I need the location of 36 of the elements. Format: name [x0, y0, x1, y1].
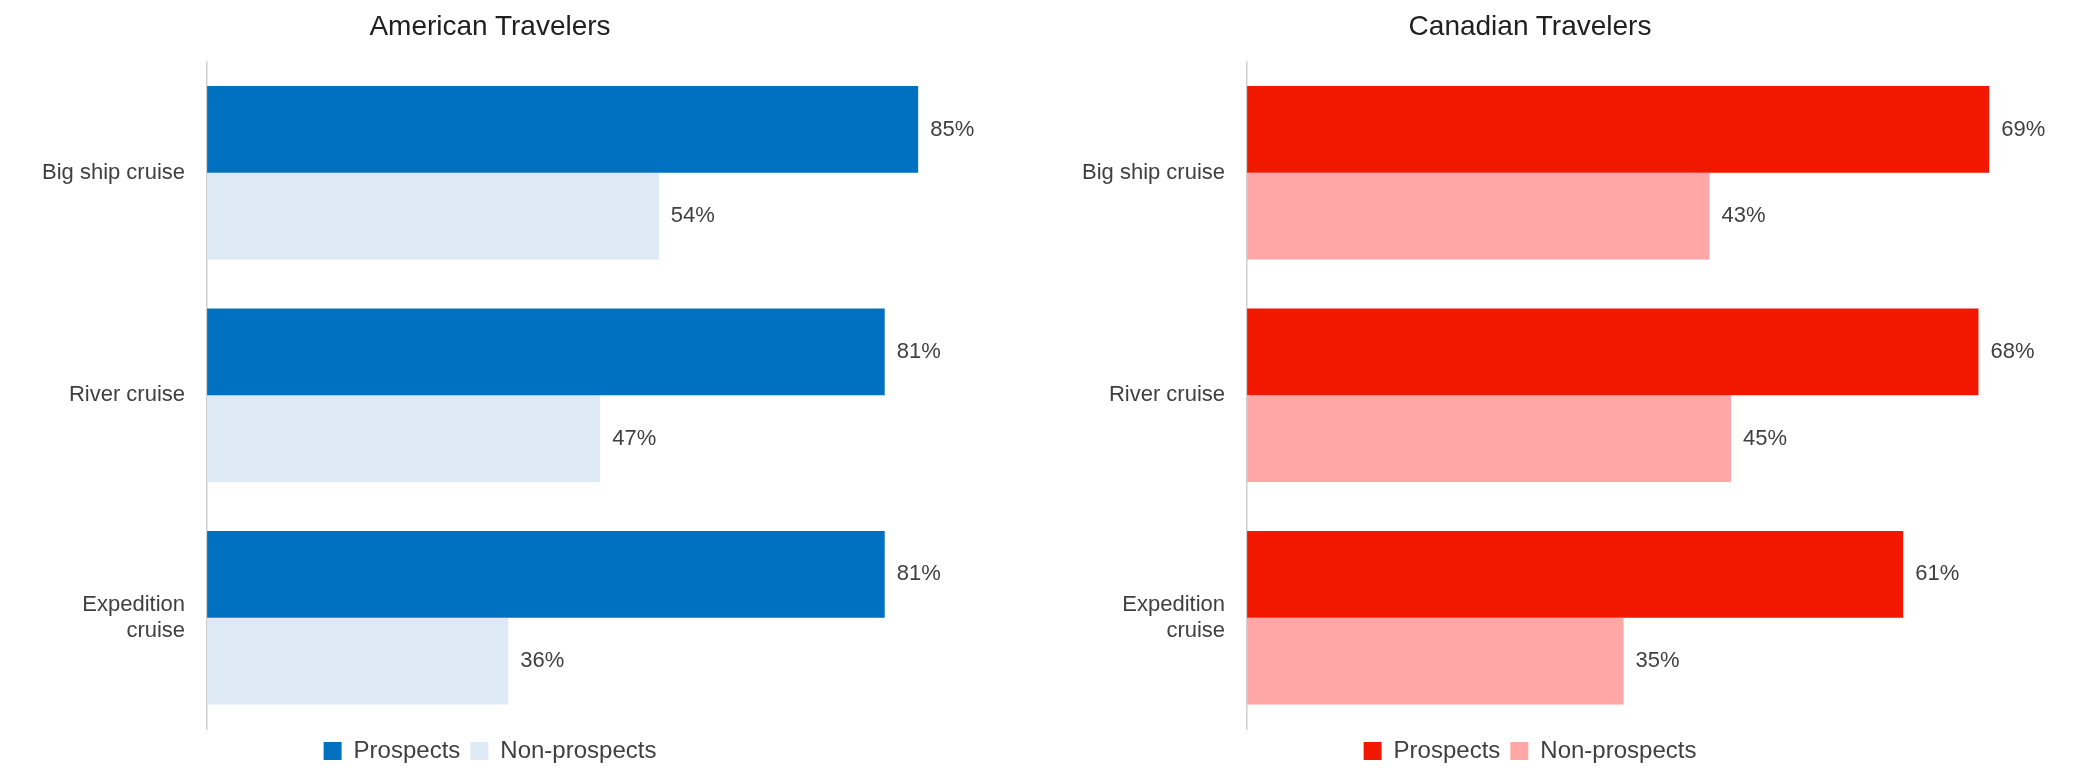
data-label: 35% [1635, 647, 1680, 673]
data-label: 85% [930, 115, 975, 141]
legend-label: Prospects [1393, 735, 1501, 763]
data-label: 69% [2001, 115, 2046, 141]
bar [207, 531, 885, 618]
y-tick-label: Expedition cruise [1122, 590, 1226, 643]
bar [1247, 308, 1979, 396]
data-label: 68% [1990, 337, 2035, 363]
data-label: 54% [670, 202, 715, 228]
data-label: 36% [520, 647, 565, 673]
legend-label: Non-prospects [1540, 735, 1697, 763]
y-tick-label: River cruise [68, 381, 186, 407]
data-label: 47% [612, 424, 657, 450]
bar [1247, 395, 1732, 483]
legend-label: Non-prospects [500, 735, 657, 763]
data-label: 81% [896, 560, 941, 586]
bar [207, 617, 509, 705]
y-tick-label: Big ship cruise [1081, 158, 1226, 184]
bar [1247, 617, 1624, 705]
y-tick-label: River cruise [1108, 381, 1226, 407]
bar [1247, 172, 1710, 260]
bar [207, 395, 601, 483]
bar [1247, 531, 1904, 618]
bar [207, 308, 885, 396]
bar [207, 172, 659, 260]
chart-title: American Travelers [369, 9, 611, 41]
legend-label: Prospects [353, 735, 461, 763]
data-label: 61% [1915, 560, 1960, 586]
bar [1247, 86, 1990, 173]
data-label: 43% [1721, 202, 1766, 228]
y-tick-label: Expedition cruise [82, 590, 186, 643]
data-label: 81% [896, 337, 941, 363]
y-tick-label: Big ship cruise [41, 158, 186, 184]
chart-title: Canadian Travelers [1408, 9, 1652, 41]
data-label: 45% [1743, 424, 1788, 450]
bar [207, 86, 919, 173]
